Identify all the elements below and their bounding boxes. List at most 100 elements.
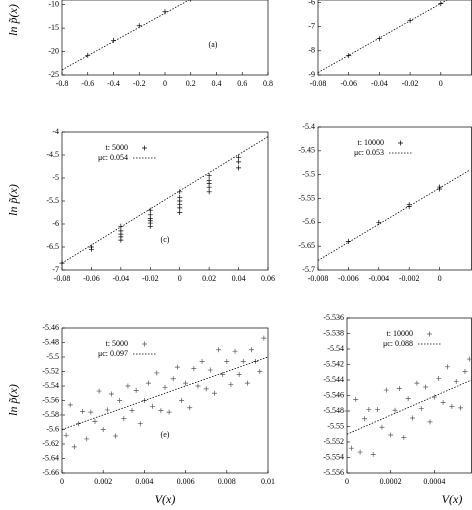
point [108,391,114,397]
legend-marker [142,145,147,151]
point [199,358,205,364]
x-tick-label: -0.04 [371,79,388,88]
point [224,358,230,364]
point [211,390,217,396]
point [240,358,246,364]
point [113,433,119,439]
x-tick-label: 0 [439,79,443,88]
y-tick-label: -5.5 [46,196,59,205]
x-tick-label: 0.8 [263,79,273,88]
fit-line [61,0,190,71]
point [232,348,238,354]
point [174,364,180,370]
point [104,407,110,413]
point [376,219,382,225]
point [133,387,139,393]
point [353,396,359,402]
point [346,53,352,59]
y-tick-label: -5.54 [327,344,344,353]
x-tick-label: 0.008 [218,477,236,486]
point [166,409,172,415]
point [348,445,354,451]
y-tick-label: -5.544 [323,375,344,384]
x-tick-label: 0 [60,477,64,486]
y-tick-label: -6 [308,0,315,6]
legend-label: μc: 0.088 [383,339,413,348]
point [170,376,176,382]
point [436,375,442,381]
y-tick-label: -5.536 [323,313,344,322]
x-tick-label: 0 [345,477,349,486]
point [85,52,91,58]
fit-line [61,136,269,264]
point [423,384,429,390]
point [158,408,164,414]
legend-marker [398,140,403,146]
x-tick-label: 0.006 [177,477,195,486]
point [206,173,212,179]
y-tick-label: -6.5 [46,242,59,251]
legend-marker [427,331,432,337]
point [203,386,209,392]
y-tick-label: -4 [52,127,59,136]
point [236,159,242,165]
x-tick-label: 0.0002 [380,477,402,486]
point [125,383,131,389]
x-tick-label: -0.02 [402,79,419,88]
legend-label: t: 5000 [106,143,128,152]
y-tick-label: -4.5 [46,150,59,159]
x-tick-label: 0.0004 [423,477,445,486]
point [121,416,127,422]
x-tick-label: -0.02 [142,274,159,283]
point [410,415,416,421]
point [414,380,420,386]
x-tick-label: 0.002 [94,477,112,486]
point [466,356,472,362]
x-tick-label: -0.2 [133,79,146,88]
point [244,380,250,386]
y-tick-label: -8 [308,46,315,55]
point [216,347,222,353]
point [206,189,212,195]
point [405,396,411,402]
y-tick-label: -5.55 [327,421,344,430]
point [370,451,376,457]
y-tick-label: -5.46 [42,323,59,332]
y-tick-label: -5.6 [46,424,59,433]
point [191,366,197,372]
point [88,409,94,415]
point [146,380,152,386]
point [236,371,242,377]
point [195,383,201,389]
point [147,207,153,213]
x-tick-label: -0.6 [81,79,94,88]
point [376,36,382,42]
point [437,186,443,192]
y-tick-label: -5.65 [298,241,315,250]
y-tick-label: -6 [52,219,59,228]
legend-label: μc: 0.097 [98,349,128,358]
point [427,419,433,425]
x-tick-label: -0.06 [340,79,357,88]
x-tick-label: -0.004 [368,274,389,283]
y-tick-label: -7 [308,21,315,30]
y-tick-label: -5.56 [42,395,59,404]
y-tick-label: -5 [52,173,59,182]
plot-frame [317,126,472,271]
y-axis-label: ln p̃(x) [6,4,20,36]
y-tick-label: -5.64 [42,453,59,462]
point [190,0,192,2]
y-tick-label: -5.54 [42,381,59,390]
point [177,205,183,211]
point [187,405,193,411]
y-tick-label: -5.52 [42,366,59,375]
point [388,432,394,438]
y-tick-label: -25 [48,70,59,79]
y-tick-label: -5.48 [42,337,59,346]
y-tick-label: -5.7 [302,265,315,274]
point [366,406,372,412]
y-tick-label: -20 [48,46,59,55]
point [84,436,90,442]
x-tick-label: -0.06 [83,274,100,283]
point [449,403,455,409]
